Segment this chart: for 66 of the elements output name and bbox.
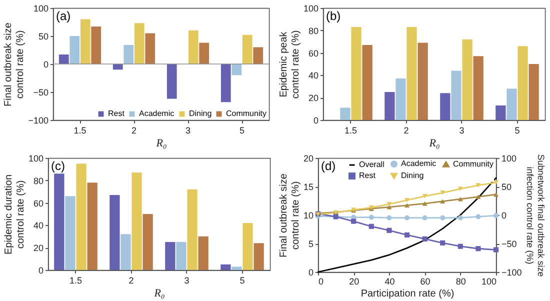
annotation: (b) xyxy=(326,9,341,23)
y2-tick-label: 0 xyxy=(502,210,507,220)
x-tick-label: 80 xyxy=(456,276,466,286)
y-tick-label: 20 xyxy=(308,93,318,104)
x-tick-label: 2 xyxy=(404,126,409,136)
y-axis-title: Final outbreak size control rate (%) xyxy=(278,173,302,258)
x-tick-label: 3 xyxy=(185,126,191,136)
y-tick-label: −100 xyxy=(28,116,48,126)
annotation: (a) xyxy=(56,9,71,23)
y-tick-label: 80 xyxy=(308,26,318,36)
y2-tick-label: 100 xyxy=(502,154,517,164)
y-tick-label: 0 xyxy=(38,266,44,276)
y2-tick-label: 50 xyxy=(502,182,512,192)
y-axis-title: Epidemic peak control rate (%) xyxy=(278,30,302,99)
annotation: (c) xyxy=(51,159,65,173)
y-tick-label: 100 xyxy=(303,4,318,14)
x-tick-label: 1.5 xyxy=(74,126,86,136)
x-tick-label: 3 xyxy=(184,276,190,286)
y-tick-label: 100 xyxy=(28,154,44,164)
legend-label: Rest xyxy=(108,109,126,118)
y2-axis-title: Subnetwork final outbreak size infection control rate (%) xyxy=(524,154,546,277)
y-axis-title: Epidemic duration control rate (%) xyxy=(3,174,26,255)
x-tick-label: 40 xyxy=(384,276,395,286)
x-tick-label: 2 xyxy=(128,276,134,286)
y-tick-label: 5 xyxy=(308,239,314,249)
legend-label: Community xyxy=(453,159,494,168)
x-tick-label: 3 xyxy=(459,126,464,136)
y-tick-label: 0 xyxy=(43,60,48,70)
y-tick-label: 0 xyxy=(313,116,318,126)
y-tick-label: 0 xyxy=(308,268,314,278)
y-tick-label: −50 xyxy=(33,88,48,98)
y-tick-label: 10 xyxy=(303,210,314,220)
x-tick-label: 60 xyxy=(420,276,430,286)
x-axis-title: R₀ xyxy=(428,138,440,150)
y-tick-label: 40 xyxy=(33,220,44,231)
y-tick-label: 20 xyxy=(303,154,314,164)
legend-label: Rest xyxy=(359,171,376,180)
x-axis-title: R₀ xyxy=(153,288,165,300)
x-tick-label: 20 xyxy=(349,276,360,286)
legend-label: Academic xyxy=(139,109,174,118)
y-tick-label: 100 xyxy=(33,4,48,14)
x-tick-label: 1.5 xyxy=(344,126,358,136)
annotation: (d) xyxy=(321,159,336,173)
y-tick-label: 15 xyxy=(303,182,314,192)
x-tick-label: 1.5 xyxy=(69,276,82,286)
x-tick-label: 5 xyxy=(240,276,245,286)
legend-label: Community xyxy=(226,109,266,118)
y-tick-label: 60 xyxy=(308,48,318,58)
x-tick-label: 100 xyxy=(481,276,496,286)
legend-label: Overall xyxy=(359,160,385,169)
x-tick-label: 5 xyxy=(514,126,520,136)
legend-label: Dining xyxy=(401,171,424,180)
legend-label: Dining xyxy=(189,109,212,118)
y-tick-label: 20 xyxy=(33,243,44,254)
y-tick-label: 80 xyxy=(33,176,44,186)
x-axis-title: Participation rate (%) xyxy=(360,288,454,300)
x-tick-label: 5 xyxy=(239,126,245,136)
y2-tick-label: −50 xyxy=(502,239,517,249)
y-tick-label: 40 xyxy=(308,70,318,81)
y-tick-label: 60 xyxy=(33,198,44,208)
x-tick-label: 2 xyxy=(131,126,137,136)
x-axis-title: R₀ xyxy=(155,138,167,150)
y2-tick-label: −100 xyxy=(502,268,522,278)
y-axis-title: Final outbreak size control rate (%) xyxy=(3,22,26,106)
y-tick-label: 50 xyxy=(38,32,48,42)
legend-label: Academic xyxy=(401,159,436,168)
